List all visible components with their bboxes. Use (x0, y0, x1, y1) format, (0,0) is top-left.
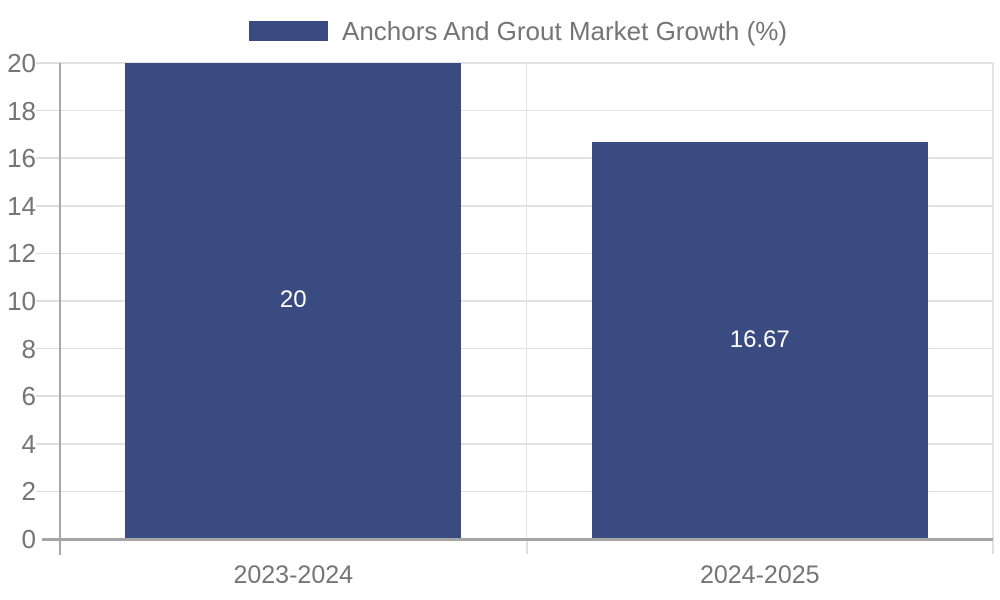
y-axis-tick (36, 395, 60, 397)
y-tick-label: 4 (21, 428, 36, 459)
y-axis-tick (36, 252, 60, 255)
y-tick-label: 14 (7, 190, 36, 221)
x-axis-tick (525, 539, 528, 554)
x-axis-spine (42, 537, 993, 541)
y-axis-spine (59, 63, 61, 555)
gridline (525, 63, 528, 539)
legend-swatch (249, 21, 328, 41)
y-axis-tick (36, 347, 60, 350)
y-axis-tick (36, 62, 60, 64)
x-tick-label: 2024-2025 (699, 561, 820, 589)
bar (591, 142, 928, 539)
x-tick-label: 2023-2024 (233, 561, 354, 589)
bar (125, 63, 462, 539)
bar-value-label: 16.67 (729, 325, 790, 353)
y-tick-label: 10 (7, 286, 36, 316)
y-tick-label: 0 (21, 524, 36, 554)
y-axis-tick (36, 157, 60, 159)
bar-value-label: 20 (279, 286, 307, 313)
y-tick-label: 8 (21, 333, 36, 364)
y-axis-tick (36, 300, 60, 302)
y-axis-tick (36, 205, 60, 207)
x-axis-tick (992, 539, 994, 554)
y-tick-label: 2 (21, 476, 36, 507)
y-tick-label: 6 (21, 381, 36, 412)
legend-label: Anchors And Grout Market Growth (%) (342, 15, 788, 46)
y-axis-tick (36, 490, 60, 493)
y-tick-label: 20 (7, 48, 36, 78)
gridline (992, 63, 994, 539)
y-tick-label: 18 (7, 95, 36, 126)
y-tick-label: 16 (7, 143, 36, 174)
y-axis-tick (36, 443, 60, 445)
chart-legend: Anchors And Grout Market Growth (%) (249, 11, 787, 51)
y-axis-tick (36, 109, 60, 112)
y-tick-label: 12 (7, 238, 36, 269)
